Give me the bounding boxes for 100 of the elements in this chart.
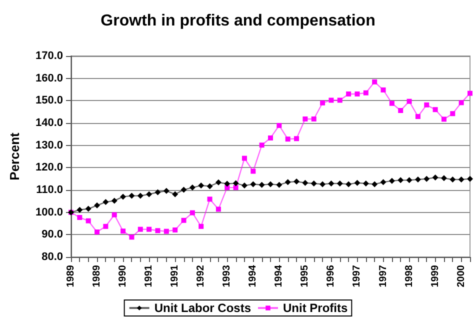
- point: [468, 90, 472, 96]
- point: [103, 224, 108, 229]
- point: [302, 116, 308, 122]
- point: [415, 114, 420, 120]
- point: [250, 168, 256, 174]
- point: [432, 107, 438, 112]
- point: [198, 224, 204, 229]
- point: [310, 180, 317, 187]
- point: [146, 226, 152, 232]
- point: [189, 184, 196, 191]
- point: [389, 100, 394, 106]
- y-tick-label: 90.0: [42, 228, 63, 241]
- point: [276, 122, 282, 128]
- point: [137, 192, 144, 199]
- point: [94, 229, 100, 234]
- point: [440, 175, 447, 182]
- point: [320, 181, 326, 188]
- point: [354, 91, 360, 96]
- point: [285, 136, 290, 142]
- point: [424, 176, 430, 182]
- point: [450, 176, 456, 183]
- point: [337, 98, 342, 103]
- point: [320, 100, 326, 106]
- point: [155, 228, 160, 234]
- point: [190, 210, 195, 216]
- point: [450, 111, 456, 116]
- y-axis-title: Percent: [7, 132, 22, 180]
- point: [276, 182, 282, 188]
- point: [250, 181, 256, 188]
- point: [216, 206, 221, 212]
- x-tick-label: 1999: [430, 264, 441, 288]
- point: [242, 156, 247, 161]
- point: [467, 176, 473, 182]
- x-tick-label: 1997: [352, 264, 363, 288]
- point: [311, 116, 316, 122]
- point: [398, 177, 404, 184]
- point: [268, 135, 273, 140]
- x-tick-label: 1994: [274, 264, 285, 288]
- point: [441, 116, 446, 122]
- y-tick-label: 130.0: [35, 139, 63, 152]
- point: [120, 228, 126, 234]
- point: [207, 196, 212, 202]
- point: [76, 206, 83, 213]
- point: [284, 179, 291, 186]
- point: [129, 234, 134, 240]
- point: [380, 179, 386, 186]
- point: [294, 136, 300, 142]
- point: [102, 199, 109, 206]
- point: [398, 108, 404, 113]
- point: [85, 206, 92, 212]
- point: [328, 180, 334, 187]
- point: [388, 178, 395, 184]
- point: [414, 176, 421, 183]
- chart-title: Growth in profits and compensation: [100, 12, 376, 30]
- point: [406, 98, 412, 104]
- point: [328, 98, 334, 103]
- y-tick-label: 120.0: [35, 162, 63, 174]
- point: [336, 180, 343, 187]
- point: [302, 180, 308, 186]
- point: [163, 188, 170, 194]
- point: [233, 185, 238, 190]
- point: [354, 180, 360, 186]
- legend-label: Unit Profits: [283, 301, 348, 315]
- y-tick-label: 140.0: [35, 117, 63, 129]
- y-tick-label: 110.0: [36, 184, 63, 196]
- point: [172, 191, 178, 198]
- x-tick-label: 1994: [248, 264, 259, 288]
- x-tick-label: 1997: [378, 264, 389, 288]
- point: [77, 214, 82, 220]
- x-tick-label: 1995: [300, 264, 311, 288]
- point: [112, 212, 117, 218]
- y-tick-label: 170.0: [35, 50, 63, 62]
- point: [172, 227, 178, 232]
- x-tick-label: 1991: [170, 264, 181, 288]
- point: [181, 218, 186, 223]
- y-tick-label: 160.0: [35, 72, 63, 84]
- point: [94, 202, 100, 208]
- point: [362, 180, 369, 187]
- x-tick-label: 2000: [456, 264, 467, 288]
- point: [128, 192, 135, 199]
- x-tick-label: 1998: [404, 264, 415, 288]
- point: [232, 180, 239, 186]
- point: [294, 178, 300, 185]
- point: [458, 176, 464, 183]
- point: [259, 142, 264, 148]
- point: [432, 174, 438, 180]
- point: [424, 102, 430, 108]
- point: [268, 181, 274, 188]
- point: [164, 228, 169, 234]
- point: [86, 218, 91, 224]
- x-tick-label: 1992: [196, 264, 207, 288]
- point: [180, 186, 187, 193]
- point: [224, 180, 230, 187]
- x-tick-label: 1996: [326, 264, 337, 288]
- point: [372, 79, 378, 84]
- x-tick-label: 1990: [118, 264, 129, 288]
- point: [363, 90, 368, 96]
- x-tick-label: 1989: [92, 264, 103, 288]
- legend-label: Unit Labor Costs: [154, 301, 252, 315]
- point: [241, 182, 248, 189]
